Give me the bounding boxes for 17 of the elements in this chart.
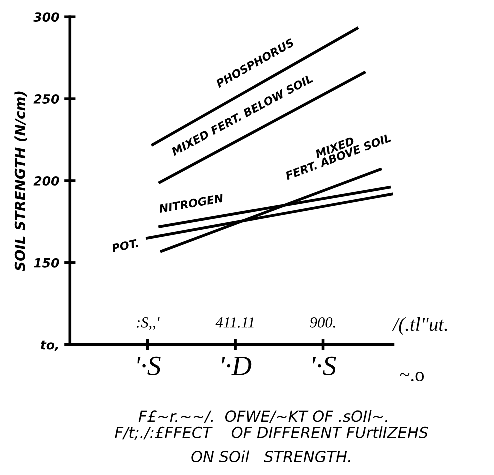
y-tick-label: 300 <box>34 12 60 22</box>
y-axis-title: SOIL STRENGTH (N/cm) <box>14 92 28 272</box>
text: '·D <box>222 357 252 376</box>
y-tick-label: to, <box>40 340 58 352</box>
x-tick-label: 411.11 <box>216 318 254 328</box>
x-tick-label: 900. <box>310 318 336 328</box>
text: F£~r.~~/. OFWE/~KT OF .sOIl~. <box>138 410 388 424</box>
y-tick-label: 200 <box>34 176 60 186</box>
y-tick-label: 150 <box>34 258 60 268</box>
y-tick-label: 250 <box>34 94 60 104</box>
text: ~.o <box>400 372 424 382</box>
text: F/t;./:£FFECT OF DIFFERENT FUrtlIZEHS ON SOil STRENGTH. <box>115 426 428 463</box>
text: POT. <box>111 239 138 253</box>
text: '·S <box>313 356 336 376</box>
x-tick-label: :S,,' <box>137 318 160 330</box>
text: '·S <box>138 356 161 376</box>
x-axis-title: /(.tl"ut. <box>392 317 448 336</box>
